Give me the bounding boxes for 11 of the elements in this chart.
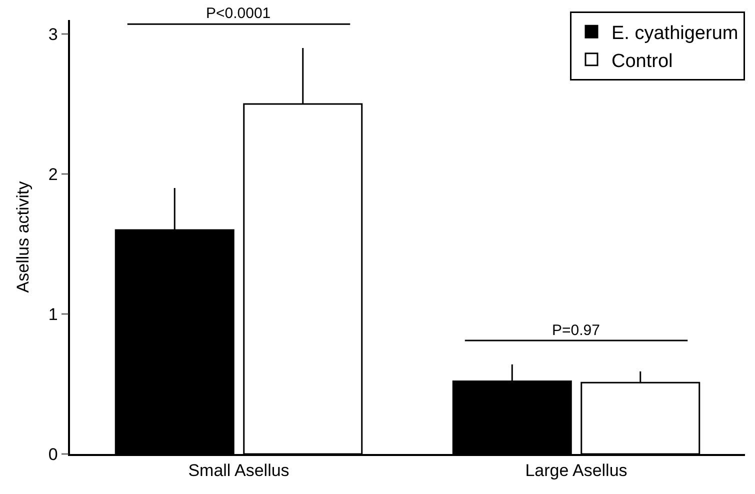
y-tick-label: 1	[48, 304, 58, 324]
y-tick-label: 0	[48, 444, 58, 464]
x-tick-label: Small Asellus	[188, 461, 290, 480]
y-tick-label: 3	[48, 24, 58, 44]
legend-label: E. cyathigerum	[612, 23, 738, 44]
annotation: P=0.97	[552, 322, 600, 339]
y-axis-title: Asellus activity	[13, 180, 32, 293]
legend-label: Control	[612, 50, 673, 72]
annotation: P<0.0001	[206, 5, 271, 22]
y-tick-label: 2	[48, 164, 58, 184]
x-tick-label: Large Asellus	[525, 461, 628, 480]
